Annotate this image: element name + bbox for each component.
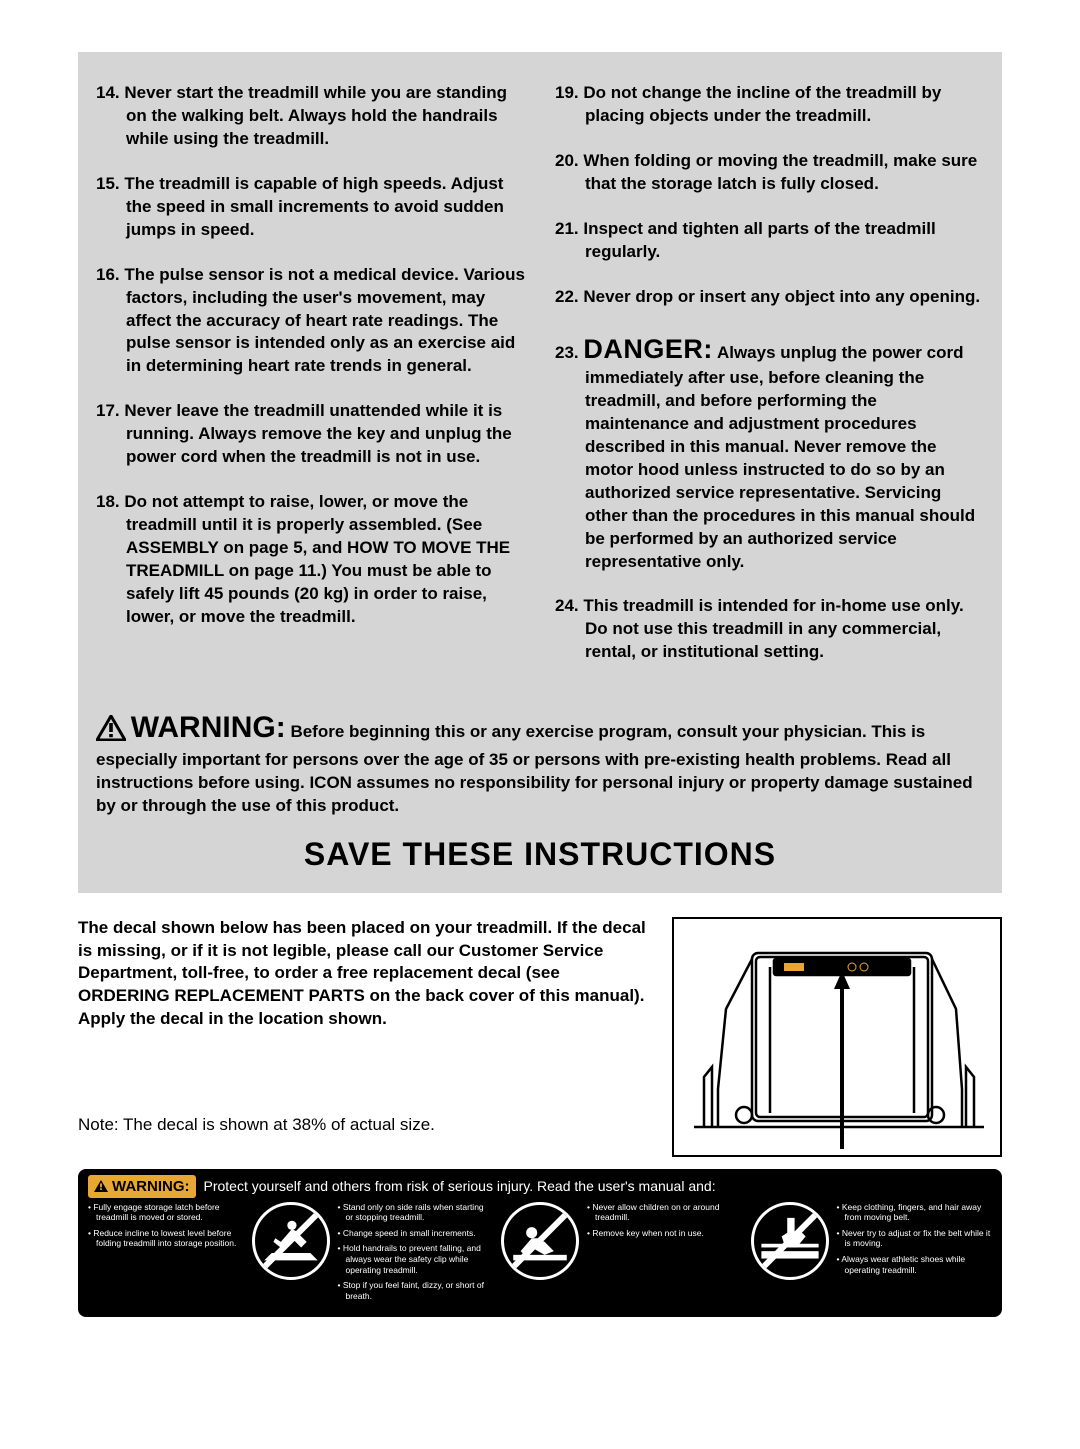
precaution-item: 18. Do not attempt to raise, lower, or m…	[96, 491, 525, 629]
precautions-left-col: 14. Never start the treadmill while you …	[96, 82, 525, 686]
treadmill-diagram	[672, 917, 1002, 1157]
pictogram-fall-icon	[252, 1202, 330, 1280]
precaution-item: 20. When folding or moving the treadmill…	[555, 150, 984, 196]
decal-col1: Fully engage storage latch before treadm…	[88, 1202, 244, 1255]
danger-prefix: 23.	[555, 343, 583, 362]
precaution-item: 22. Never drop or insert any object into…	[555, 286, 984, 309]
precaution-item: 17. Never leave the treadmill unattended…	[96, 400, 525, 469]
danger-word: DANGER:	[583, 334, 713, 364]
warning-paragraph: WARNING: Before beginning this or any ex…	[96, 708, 984, 817]
decal-bullet: Fully engage storage latch before treadm…	[88, 1202, 244, 1223]
decal-bullet: Change speed in small increments.	[338, 1228, 494, 1239]
decal-bullet: Never allow children on or around treadm…	[587, 1202, 743, 1223]
warning-decal-strip: WARNING: Protect yourself and others fro…	[78, 1169, 1002, 1317]
decal-top-text: Protect yourself and others from risk of…	[204, 1178, 716, 1194]
decal-col3: Never allow children on or around treadm…	[587, 1202, 743, 1244]
precautions-right-col: 19. Do not change the incline of the tre…	[555, 82, 984, 686]
decal-bullet: Always wear athletic shoes while operati…	[837, 1254, 993, 1275]
precaution-item: 16. The pulse sensor is not a medical de…	[96, 264, 525, 379]
decal-bullet: Never try to adjust or fix the belt whil…	[837, 1228, 993, 1249]
decal-size-note: Note: The decal is shown at 38% of actua…	[78, 1115, 648, 1135]
pictogram-hand-icon	[751, 1202, 829, 1280]
danger-rest: Always unplug the power cord immediately…	[585, 343, 975, 571]
decal-col2: Stand only on side rails when starting o…	[338, 1202, 494, 1307]
pictogram-child-icon	[501, 1202, 579, 1280]
decal-warning-plate: WARNING:	[88, 1175, 196, 1198]
page-number: 3	[990, 1256, 1000, 1277]
decal-bullet: Reduce incline to lowest level before fo…	[88, 1228, 244, 1249]
decal-bullet: Remove key when not in use.	[587, 1228, 743, 1239]
warning-triangle-icon	[96, 715, 126, 748]
warning-triangle-icon	[94, 1180, 108, 1192]
decal-warning-word: WARNING:	[112, 1178, 190, 1195]
decal-bullet: Stand only on side rails when starting o…	[338, 1202, 494, 1223]
decal-bullet: Keep clothing, fingers, and hair away fr…	[837, 1202, 993, 1223]
decal-bullet: Hold handrails to prevent falling, and a…	[338, 1243, 494, 1275]
precaution-item: 15. The treadmill is capable of high spe…	[96, 173, 525, 242]
precaution-item: 23. DANGER: Always unplug the power cord…	[555, 331, 984, 574]
decal-intro: The decal shown below has been placed on…	[78, 917, 648, 1032]
decal-bullet: Stop if you feel faint, dizzy, or short …	[338, 1280, 494, 1301]
decal-col4: Keep clothing, fingers, and hair away fr…	[837, 1202, 993, 1281]
precaution-item: 19. Do not change the incline of the tre…	[555, 82, 984, 128]
precaution-item: 14. Never start the treadmill while you …	[96, 82, 525, 151]
save-instructions-heading: SAVE THESE INSTRUCTIONS	[96, 836, 984, 873]
safety-panel: 14. Never start the treadmill while you …	[78, 52, 1002, 893]
precaution-item: 24. This treadmill is intended for in-ho…	[555, 595, 984, 664]
warning-word: WARNING:	[131, 711, 286, 744]
precaution-item: 21. Inspect and tighten all parts of the…	[555, 218, 984, 264]
